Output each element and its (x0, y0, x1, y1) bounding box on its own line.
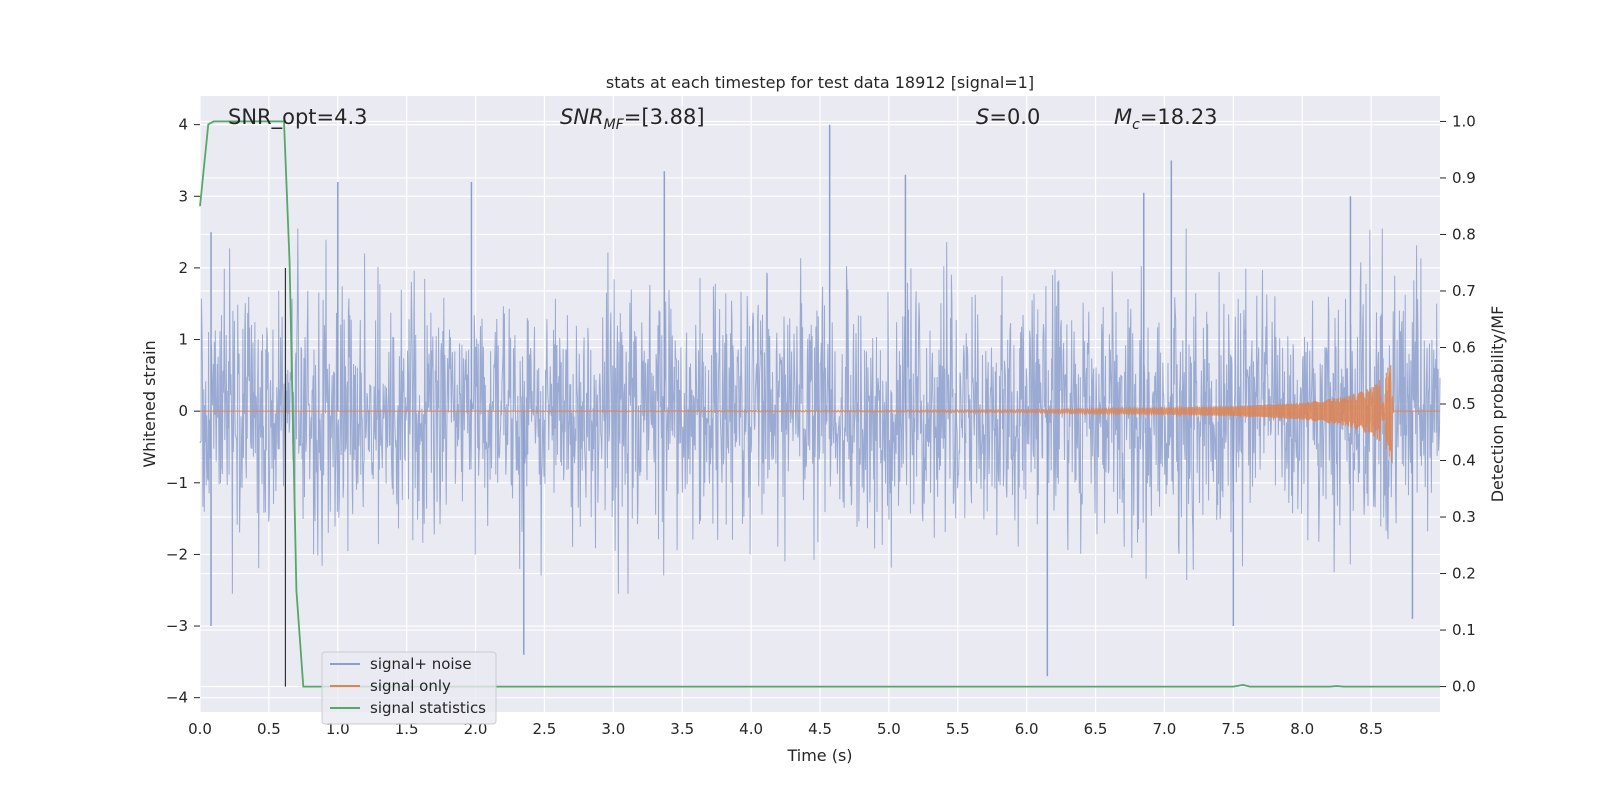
x-axis-ticks: 0.0 0.5 1.0 1.5 2.0 2.5 3.0 3.5 4.0 4.5 5.0 5.5 6.0 6… (188, 720, 1383, 738)
legend: signal+ noise signal only signal statist… (321, 651, 497, 725)
annotation-mc: Mc=18.23 (1114, 105, 1218, 133)
y-tick-label: 4 (178, 116, 188, 134)
y-axis-ticks: 4 3 2 1 0 −1 −2 −3 −4 (166, 116, 200, 707)
y2-axis-ticks: 1.0 0.9 0.8 0.7 0.6 0.5 0.4 0.3 0.2 0.1 0.0 (1440, 112, 1476, 696)
x-tick-label: 8.5 (1359, 720, 1383, 738)
y2-tick-label: 0.3 (1452, 508, 1476, 526)
y2-tick-label: 0.4 (1452, 452, 1476, 470)
x-tick-label: 4.5 (808, 720, 832, 738)
chart-title: stats at each timestep for test data 189… (606, 73, 1034, 92)
y2-tick-label: 0.2 (1452, 565, 1476, 583)
x-tick-label: 5.5 (946, 720, 970, 738)
y-tick-label: 3 (178, 187, 188, 205)
signal-noise-series (199, 124, 1441, 677)
x-tick-label: 4.0 (739, 720, 763, 738)
y2-tick-label: 0.9 (1452, 169, 1476, 187)
y-tick-label: −1 (166, 474, 188, 492)
x-tick-label: 6.5 (1084, 720, 1108, 738)
y-axis-label: Whitened strain (140, 340, 159, 467)
y-tick-label: 2 (178, 259, 188, 277)
x-tick-label: 3.5 (670, 720, 694, 738)
x-tick-label: 2.5 (533, 720, 557, 738)
legend-label-signal-only: signal only (370, 677, 451, 695)
y2-tick-label: 0.0 (1452, 678, 1476, 696)
y2-tick-label: 0.1 (1452, 621, 1476, 639)
annotation-snr-opt: SNR_opt=4.3 (228, 105, 368, 130)
x-tick-label: 7.5 (1221, 720, 1245, 738)
signal-only-line (200, 365, 1440, 462)
y2-tick-label: 0.8 (1452, 225, 1476, 243)
y2-tick-label: 0.7 (1452, 282, 1476, 300)
x-tick-label: 5.0 (877, 720, 901, 738)
x-axis-label: Time (s) (786, 746, 852, 765)
signal-statistics-series (199, 120, 1440, 688)
x-tick-label: 3.0 (601, 720, 625, 738)
y-tick-label: −3 (166, 617, 188, 635)
y2-tick-label: 1.0 (1452, 112, 1476, 130)
x-tick-label: 6.0 (1015, 720, 1039, 738)
annotation-s: S=0.0 (976, 105, 1040, 129)
legend-label-signal-statistics: signal statistics (370, 699, 486, 717)
y-tick-label: −4 (166, 689, 188, 707)
y-tick-label: −2 (166, 545, 188, 563)
x-tick-label: 8.0 (1290, 720, 1314, 738)
legend-label-signal-noise: signal+ noise (370, 655, 472, 673)
y2-axis-label: Detection probability/MF (1488, 306, 1507, 503)
y-tick-label: 1 (178, 331, 188, 349)
x-tick-label: 0.0 (188, 720, 212, 738)
annotation-snr-mf: SNRMF=[3.88] (560, 105, 705, 133)
y-tick-label: 0 (178, 402, 188, 420)
signal-statistics-line (199, 120, 1440, 688)
x-tick-label: 7.0 (1153, 720, 1177, 738)
y2-tick-label: 0.5 (1452, 395, 1476, 413)
signal-only-series (200, 365, 1440, 462)
y2-tick-label: 0.6 (1452, 338, 1476, 356)
legend-box (321, 651, 497, 725)
x-tick-label: 0.5 (257, 720, 281, 738)
